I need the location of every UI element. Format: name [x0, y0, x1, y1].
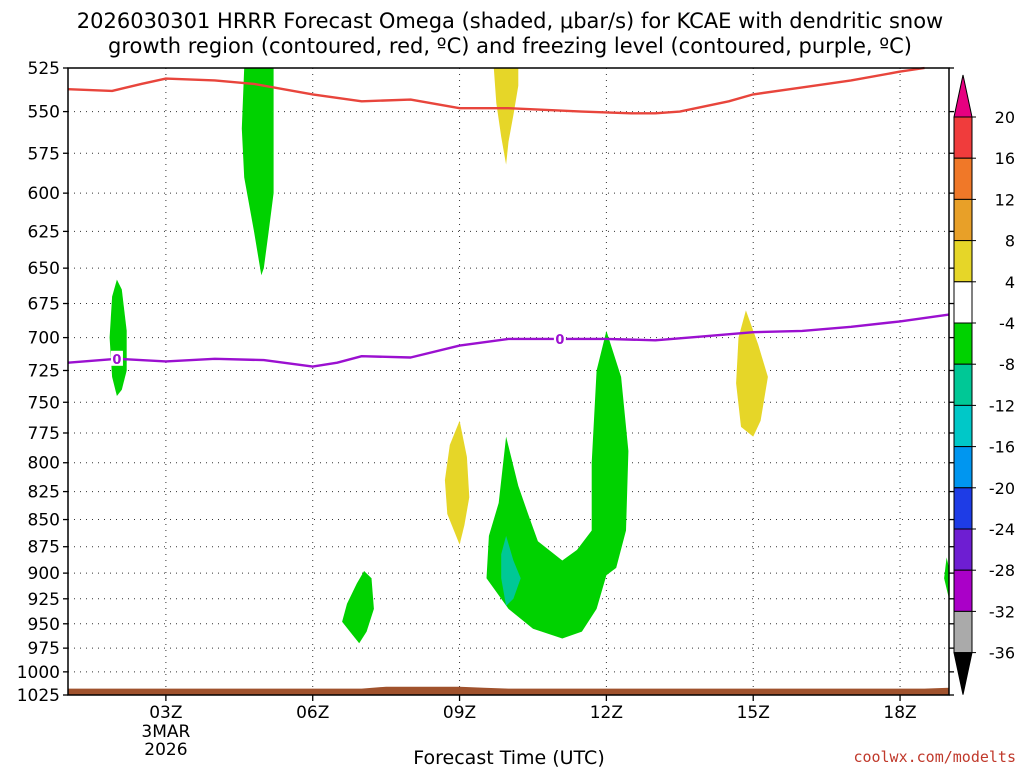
omega-regions [109, 68, 949, 644]
contour-label: 0 [112, 353, 121, 368]
contour-line [67, 313, 950, 368]
colorbar-bottom-arrow [953, 652, 973, 695]
x-tick-sublabel: 2026 [144, 740, 187, 760]
colorbar-bin [953, 240, 973, 283]
colorbar-label: 4 [1005, 273, 1015, 292]
y-tick-label: 825 [28, 483, 60, 503]
colorbar-label: -4 [999, 314, 1015, 333]
credit-text: coolwx.com/modelts [853, 748, 1016, 766]
x-axis-label: Forecast Time (UTC) [413, 747, 604, 768]
omega-region [342, 571, 374, 644]
contour-label: 0 [555, 333, 564, 348]
y-tick-label: 925 [28, 590, 60, 610]
colorbar-top-arrow [953, 74, 973, 118]
colorbar-label: 16 [995, 149, 1015, 168]
omega-region [109, 279, 127, 396]
colorbar-label: -24 [989, 520, 1015, 539]
omega-region [486, 330, 629, 639]
colorbar-bin [953, 198, 973, 242]
colorbar-label: -12 [989, 396, 1015, 415]
contour-line [67, 66, 925, 115]
colorbar-label: -16 [989, 438, 1015, 457]
surface-terrain [68, 686, 949, 695]
chart-title-line-1: 2026030301 HRRR Forecast Omega (shaded, … [77, 9, 943, 33]
y-tick-label: 725 [28, 361, 60, 381]
y-tick-label: 775 [28, 424, 60, 444]
colorbar-bin [953, 528, 973, 571]
y-tick-label: 650 [28, 259, 60, 279]
colorbar-bin [953, 487, 973, 530]
colorbar-bin [953, 569, 973, 612]
y-tick-label: 575 [28, 144, 60, 164]
omega-region [493, 68, 519, 165]
omega-region [736, 310, 768, 437]
colorbar-bin [953, 610, 973, 654]
omega-region [501, 535, 521, 606]
y-tick-label: 600 [28, 184, 60, 204]
y-tick-label: 525 [28, 59, 60, 79]
y-axis: 525 550 575 600 625 650 675 700 725 750 775 800 825 8… [17, 59, 954, 706]
y-tick-label: 800 [28, 454, 60, 474]
colorbar-bin [953, 322, 973, 365]
contour-lines: 00 [67, 66, 950, 368]
x-tick-label: 06Z [296, 703, 329, 723]
colorbar-label: 12 [995, 190, 1015, 209]
colorbar-bin [953, 404, 973, 448]
contour-label-bg [110, 350, 123, 366]
grid-lines [68, 68, 949, 695]
y-tick-label: 950 [28, 615, 60, 635]
colorbar-bin [953, 363, 973, 406]
y-tick-label: 700 [28, 329, 60, 349]
y-tick-label: 1000 [17, 663, 60, 683]
y-tick-label: 975 [28, 639, 60, 659]
colorbar-label: -20 [989, 479, 1015, 498]
colorbar-bin [953, 116, 973, 159]
colorbar-label: -36 [989, 644, 1015, 663]
y-tick-label: 900 [28, 564, 60, 584]
colorbar: 20 16 12 8 4 -4 -8 -12 -16 -20 -24 -28 -32 -36 [953, 74, 1015, 695]
x-tick-label: 03Z [149, 703, 182, 723]
x-tick-sublabel: 3MAR [141, 722, 190, 742]
contour-label-bg [553, 330, 566, 346]
plot-area: 00 [67, 66, 950, 696]
chart-title-line-2: growth region (contoured, red, ºC) and f… [108, 34, 912, 58]
x-tick-label: 18Z [883, 703, 916, 723]
colorbar-label: -32 [989, 602, 1015, 621]
y-tick-label: 850 [28, 511, 60, 531]
x-tick-label: 09Z [443, 703, 476, 723]
colorbar-label: -8 [999, 355, 1015, 374]
x-tick-label: 12Z [590, 703, 623, 723]
omega-region [241, 68, 274, 276]
omega-region [944, 557, 949, 599]
colorbar-bin [953, 446, 973, 489]
y-tick-label: 1025 [17, 686, 60, 706]
y-tick-label: 625 [28, 222, 60, 242]
y-tick-label: 750 [28, 393, 60, 413]
colorbar-label: 8 [1005, 232, 1015, 251]
colorbar-label: -28 [989, 561, 1015, 580]
colorbar-bin [953, 281, 973, 324]
x-tick-label: 15Z [737, 703, 770, 723]
y-tick-label: 875 [28, 538, 60, 558]
y-tick-label: 675 [28, 295, 60, 315]
plot-frame [67, 67, 950, 696]
omega-region [444, 420, 470, 545]
colorbar-bin [953, 157, 973, 200]
colorbar-label: 20 [995, 108, 1015, 127]
y-tick-label: 550 [28, 103, 60, 123]
terrain-fill [68, 686, 949, 695]
